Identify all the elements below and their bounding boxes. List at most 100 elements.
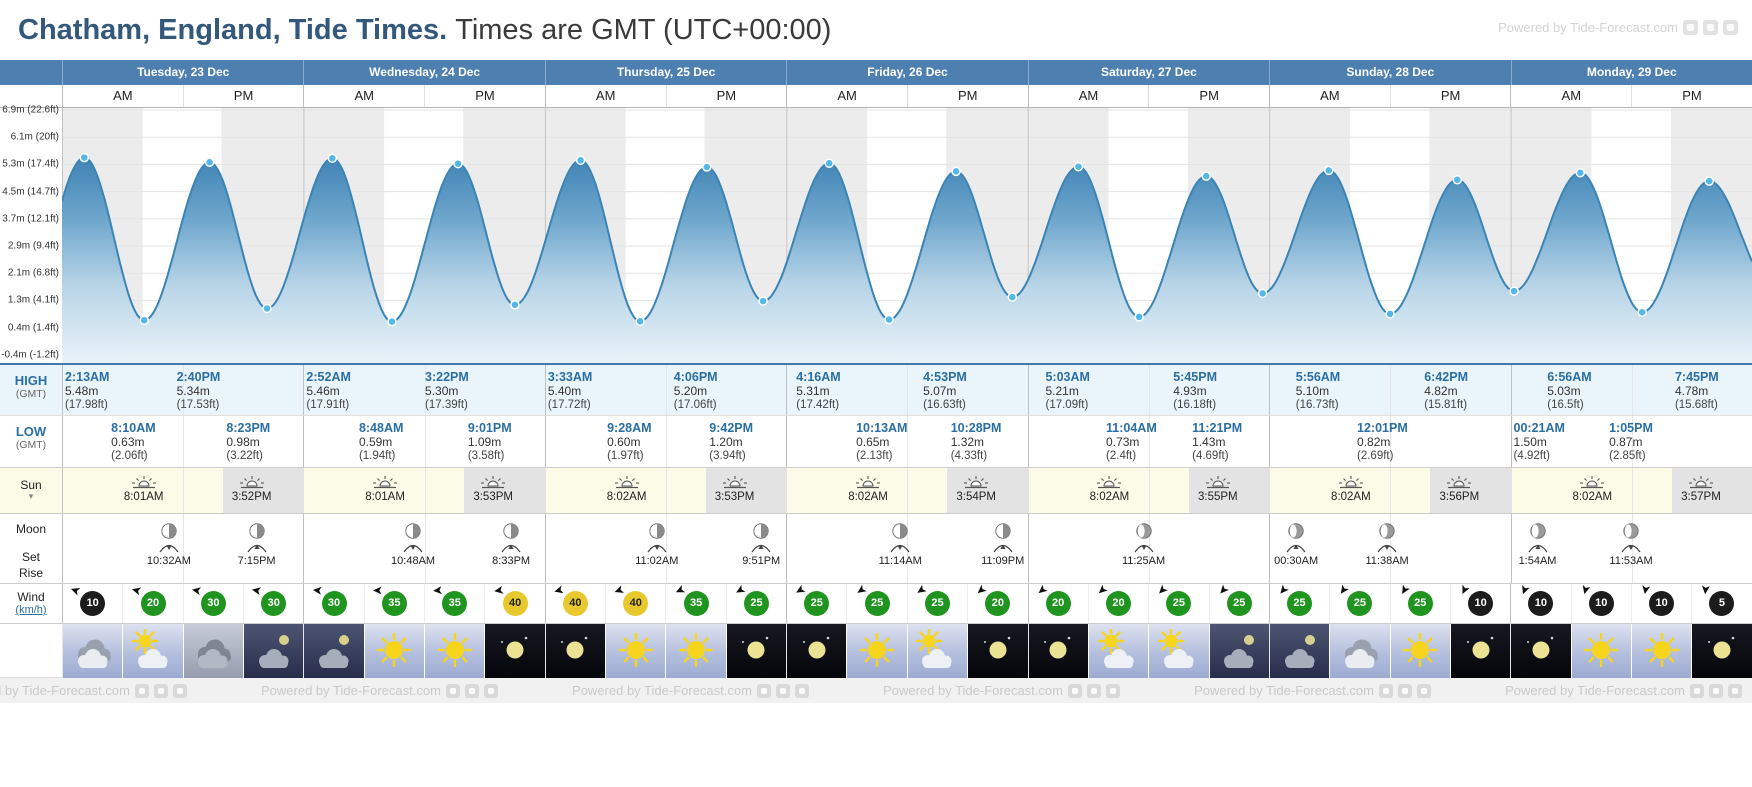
wind-badge: 25 ➤ bbox=[914, 582, 950, 616]
sunrise-time: 8:02AM bbox=[1331, 491, 1371, 503]
day-column: 00:21AM 1.50m (4.92ft) 1:05PM 0.87m (2.85ft) bbox=[1510, 416, 1752, 467]
tide-area bbox=[62, 157, 1752, 363]
sunset-icon bbox=[481, 476, 506, 489]
tide-time: 11:21PM bbox=[1192, 421, 1243, 435]
weather-sunny bbox=[1630, 624, 1692, 678]
tide-extreme-dot bbox=[387, 316, 397, 327]
moonset-icon bbox=[1621, 544, 1641, 553]
sunset-event: 3:54PM bbox=[949, 475, 1003, 505]
watermark-footer: Powered by Tide-Forecast.com bbox=[0, 683, 187, 698]
wind-row: Wind (km/h) 10 ➤ 20 ➤ 30 ➤ 30 ➤ 30 ➤ 35 ➤ 35 ➤ 40 ➤ 40 ➤ 4… bbox=[0, 582, 1752, 623]
tide-extreme-dot bbox=[758, 296, 768, 306]
day-column: 9:28AM 0.60m (1.97ft) 9:42PM 1.20m (3.94ft) bbox=[544, 416, 786, 467]
wind-cell: 20 ➤ bbox=[122, 583, 182, 623]
day-column: 8:02AM 3:56PM bbox=[1269, 468, 1512, 513]
tide-height-ft: (2.4ft) bbox=[1106, 450, 1137, 462]
tide-time: 12:01PM bbox=[1357, 421, 1408, 435]
tide-extreme-dot bbox=[327, 153, 338, 164]
watermark-text: Powered by Tide-Forecast.com bbox=[1498, 20, 1678, 35]
high-tide-event: 5:03AM 5.21m (17.09ft) bbox=[1045, 370, 1089, 412]
sunrise-icon bbox=[1580, 476, 1605, 489]
tide-time: 9:01PM bbox=[467, 421, 512, 435]
weather-partly-sunny bbox=[122, 624, 183, 678]
tide-height-ft: (16.5ft) bbox=[1547, 399, 1584, 411]
tide-extreme-dot bbox=[204, 157, 215, 168]
tide-extreme-dot bbox=[1007, 292, 1018, 302]
day-header: Tuesday, 23 Dec bbox=[62, 60, 303, 85]
wind-cell: 25 ➤ bbox=[1329, 583, 1389, 623]
chevron-down-icon[interactable]: ▾ bbox=[28, 491, 34, 501]
moon-phase-icon bbox=[1529, 523, 1546, 539]
overcast-icon bbox=[198, 639, 232, 668]
partly-sunny-icon bbox=[131, 629, 168, 668]
weather-partly-sunny bbox=[1087, 624, 1149, 678]
sunset-icon bbox=[239, 476, 264, 489]
high-tide-event: 4:06PM 5.20m (17.06ft) bbox=[674, 370, 718, 412]
tide-height-m: 1.09m bbox=[467, 435, 502, 449]
tide-extreme-dot bbox=[1452, 175, 1463, 185]
chart-row: 6.9m (22.6ft) 6.1m (20ft) 5.3m (17.4ft) 4.5… bbox=[0, 105, 1752, 363]
tide-height-ft: (2.13ft) bbox=[856, 450, 893, 462]
wind-direction-arrow: ➤ bbox=[612, 582, 626, 598]
high-tide-event: 2:52AM 5.46m (17.91ft) bbox=[306, 370, 350, 412]
moon-row: Moon Set Rise 10:32AM 7:15PM 10:48AM 8:33PM… bbox=[0, 513, 1752, 583]
watermark-footer: Powered by Tide-Forecast.com bbox=[261, 683, 498, 698]
moon-set-event: 11:14AM bbox=[876, 522, 924, 568]
wind-direction-arrow: ➤ bbox=[1577, 583, 1592, 596]
tide-time: 7:45PM bbox=[1674, 370, 1719, 384]
watermark-top: Powered by Tide-Forecast.com bbox=[1498, 20, 1738, 35]
day-column: 3:33AM 5.40m (17.72ft) 4:06PM 5.20m (17.06ft) bbox=[544, 365, 786, 415]
day-column: 5:56AM 5.10m (16.73ft) 6:42PM 4.82m (15.81ft) bbox=[1269, 365, 1510, 415]
moon-time: 11:14AM bbox=[878, 555, 922, 567]
moon-time: 00:30AM bbox=[1274, 555, 1319, 567]
tide-height-m: 4.78m bbox=[1674, 384, 1709, 398]
day-column: 8:02AM 3:55PM bbox=[1027, 468, 1271, 513]
tide-extreme-dot bbox=[1385, 309, 1395, 319]
wind-cell: 20 ➤ bbox=[1087, 582, 1148, 623]
sunset-icon bbox=[1447, 476, 1472, 489]
wind-cell: 30 ➤ bbox=[243, 583, 303, 623]
partly-sunny-icon bbox=[916, 629, 952, 668]
tide-height-m: 1.20m bbox=[709, 435, 743, 449]
weather-clear-night bbox=[1691, 624, 1752, 678]
sunny-icon bbox=[618, 632, 653, 668]
tide-height-m: 5.10m bbox=[1295, 384, 1330, 398]
high-tide-event: 4:53PM 5.07m (16.63ft) bbox=[923, 370, 967, 412]
day-header: Wednesday, 24 Dec bbox=[303, 60, 544, 85]
axis-label: 4.5m (14.7ft) bbox=[2, 186, 59, 198]
wind-unit-link[interactable]: (km/h) bbox=[15, 604, 47, 616]
ampm-label: AM bbox=[1027, 85, 1149, 107]
after-sunset-shade bbox=[705, 468, 788, 513]
moon-phase-icon bbox=[161, 523, 177, 539]
tide-height-m: 5.30m bbox=[425, 384, 459, 398]
partly-sunny-icon bbox=[1157, 629, 1194, 668]
clear-night-icon bbox=[1526, 636, 1554, 659]
moonset-icon bbox=[647, 544, 667, 553]
moon-time: 10:48AM bbox=[391, 555, 436, 567]
social-icon bbox=[1397, 683, 1412, 698]
wind-badge: 40 ➤ bbox=[493, 583, 528, 616]
tide-height-m: 5.40m bbox=[547, 384, 582, 398]
cloudy-night-icon bbox=[1224, 635, 1255, 668]
day-column: 8:02AM 3:54PM bbox=[786, 468, 1029, 513]
axis-label: 0.4m (1.4ft) bbox=[7, 322, 59, 334]
tide-height-ft: (2.69ft) bbox=[1357, 450, 1394, 462]
weather-clear-night bbox=[1027, 624, 1088, 678]
social-icon bbox=[1727, 683, 1742, 698]
day-header: Monday, 29 Dec bbox=[1510, 60, 1752, 85]
sunset-event: 3:53PM bbox=[466, 475, 520, 505]
moonset-icon bbox=[1134, 544, 1154, 553]
moon-phase-icon bbox=[405, 523, 421, 539]
moon-rise-event: 8:33PM bbox=[487, 522, 535, 568]
wind-direction-arrow: ➤ bbox=[251, 583, 263, 597]
wind-cell: 25 ➤ bbox=[1389, 583, 1450, 623]
sunset-time: 3:57PM bbox=[1681, 491, 1721, 503]
after-sunset-shade bbox=[222, 468, 305, 513]
day-header: Thursday, 25 Dec bbox=[544, 60, 786, 85]
wind-cell: 25 ➤ bbox=[725, 582, 786, 623]
wind-badge: 35 ➤ bbox=[433, 584, 468, 616]
after-sunset-shade bbox=[1430, 468, 1512, 513]
sunset-icon bbox=[1205, 476, 1230, 489]
tide-height-m: 5.46m bbox=[306, 384, 340, 398]
watermark-text: Powered by Tide-Forecast.com bbox=[1194, 683, 1374, 698]
